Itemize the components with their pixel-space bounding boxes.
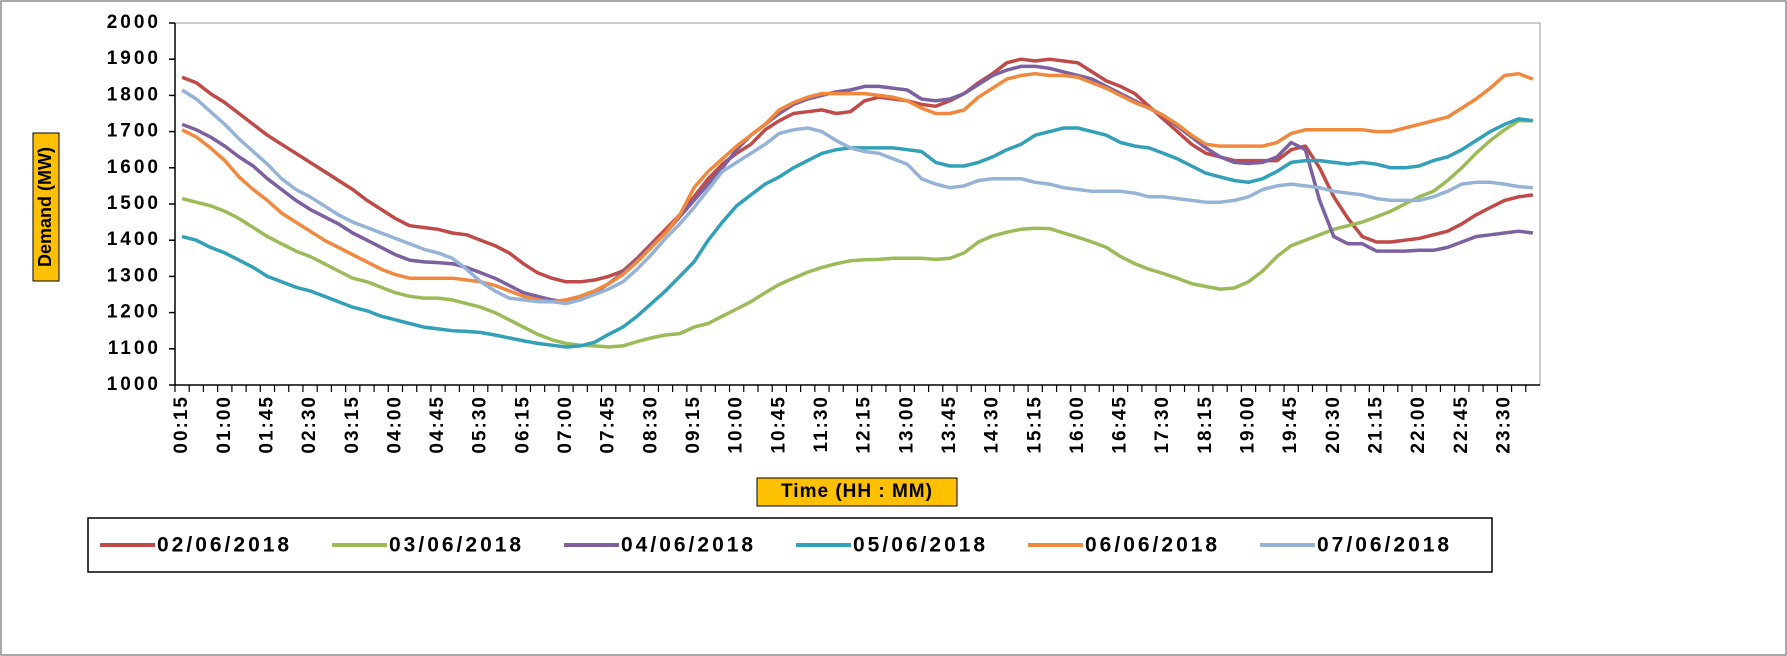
x-tick-label: 16:45 — [1110, 395, 1131, 454]
legend-label: 02/06/2018 — [157, 534, 292, 557]
x-tick-label: 13:00 — [896, 395, 917, 454]
x-tick-label: 04:45 — [427, 395, 448, 454]
y-tick-label: 1200 — [107, 302, 161, 323]
x-axis-title: Time (HH : MM) — [781, 481, 933, 502]
y-tick-label: 1800 — [107, 84, 161, 105]
y-tick-label: 1000 — [107, 374, 161, 395]
x-title-box — [756, 477, 958, 507]
series-line — [181, 88, 1534, 306]
series-line — [181, 118, 1533, 349]
x-tick-label: 04:00 — [384, 395, 405, 454]
x-tick-label: 10:45 — [768, 395, 789, 454]
legend-label: 03/06/2018 — [389, 534, 524, 557]
x-tick-label: 02:30 — [299, 395, 320, 454]
y-tick-label: 1400 — [107, 229, 161, 250]
y-tick-label: 1600 — [107, 157, 161, 178]
y-title-box — [32, 132, 60, 282]
legend-label: 05/06/2018 — [853, 534, 988, 557]
x-tick-label: 11:30 — [811, 395, 832, 453]
legend-label: 07/06/2018 — [1317, 534, 1452, 557]
x-tick-label: 10:00 — [726, 395, 747, 454]
x-tick-label: 18:15 — [1195, 395, 1216, 454]
y-axis-title: Demand (MW) — [35, 147, 55, 267]
series-line — [181, 57, 1534, 284]
series-line — [181, 64, 1534, 304]
x-tick-label: 07:45 — [598, 395, 619, 454]
legend — [87, 517, 1493, 573]
x-tick-label: 08:30 — [640, 395, 661, 454]
legend-label: 04/06/2018 — [621, 534, 756, 557]
x-tick-label: 05:30 — [470, 395, 491, 454]
x-tick-label: 22:45 — [1451, 395, 1472, 454]
y-tick-label: 1100 — [108, 338, 161, 359]
x-tick-label: 13:45 — [939, 395, 960, 454]
y-tick-label: 1900 — [107, 48, 161, 69]
x-tick-label: 14:30 — [982, 395, 1003, 454]
x-tick-label: 06:15 — [512, 395, 533, 454]
x-tick-label: 00:15 — [171, 395, 192, 454]
x-tick-label: 03:15 — [342, 395, 363, 454]
x-tick-label: 15:15 — [1024, 395, 1045, 454]
x-tick-label: 21:15 — [1366, 395, 1387, 454]
x-tick-label: 20:30 — [1323, 395, 1344, 454]
x-tick-label: 01:45 — [256, 395, 277, 454]
x-tick-label: 16:00 — [1067, 395, 1088, 454]
x-tick-label: 19:00 — [1238, 395, 1259, 454]
y-tick-label: 2000 — [107, 12, 161, 33]
x-tick-label: 23:30 — [1493, 395, 1514, 454]
x-tick-label: 19:45 — [1280, 395, 1301, 454]
x-tick-label: 01:00 — [214, 395, 235, 454]
y-tick-label: 1500 — [107, 193, 161, 214]
x-tick-label: 22:00 — [1408, 395, 1429, 454]
x-tick-label: 12:15 — [854, 395, 875, 454]
legend-label: 06/06/2018 — [1085, 534, 1220, 557]
x-tick-label: 09:15 — [683, 395, 704, 454]
series-line — [181, 71, 1534, 304]
x-tick-label: 07:00 — [555, 395, 576, 454]
y-tick-label: 1700 — [107, 121, 161, 142]
y-tick-label: 1300 — [107, 265, 161, 286]
x-tick-label: 17:30 — [1152, 395, 1173, 454]
